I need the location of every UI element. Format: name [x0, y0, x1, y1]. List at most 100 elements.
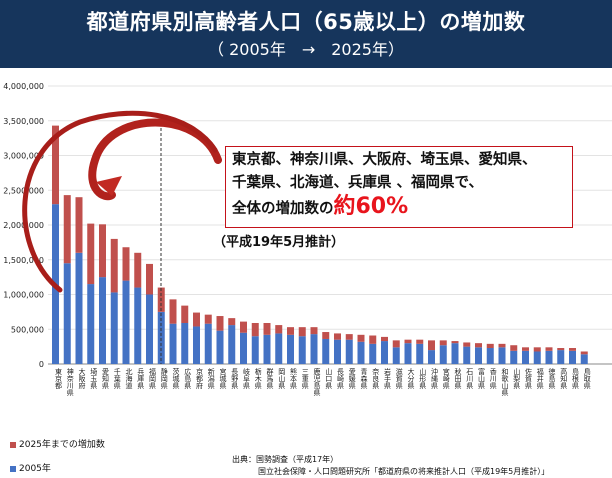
bar-2005 [580, 354, 588, 364]
bar-increase [298, 327, 306, 337]
bar-2005 [240, 332, 247, 364]
x-tick-label: 東京都 [55, 367, 63, 390]
bar-2005 [345, 339, 353, 364]
bar-increase [557, 348, 565, 351]
x-tick-label: 富山県 [478, 367, 486, 390]
bar-2005 [322, 338, 330, 364]
callout-line-3-text: 全体の増加数の [232, 201, 334, 217]
x-tick-label: 島根県 [572, 367, 580, 390]
y-tick-label: 3,000,000 [3, 152, 44, 161]
estimate-note: （平成19年5月推計） [213, 235, 345, 250]
bar-2005 [204, 323, 212, 364]
bar-2005 [87, 284, 95, 364]
bar-2005 [357, 341, 365, 364]
bar-increase [263, 322, 271, 335]
bar-2005 [569, 350, 576, 364]
bar-increase [533, 347, 541, 352]
bar-2005 [533, 351, 541, 364]
bar-2005 [263, 334, 271, 364]
bar-2005 [486, 348, 494, 364]
bar-2005 [522, 350, 529, 364]
page-subtitle: （ 2005年 → 2025年） [208, 40, 404, 59]
bar-increase [110, 238, 118, 293]
bar-2005 [169, 323, 177, 364]
bar-2005 [298, 336, 306, 364]
x-tick-label: 静岡県 [160, 367, 168, 390]
x-axis-labels: 東京都 神奈川県 大阪府 埼玉県 愛知県 千葉県 北海道 兵庫県 福岡県 静岡県 茨城県 広島県 京都府… [55, 367, 592, 397]
bar-2005 [228, 325, 236, 364]
x-tick-label: 佐賀県 [525, 367, 533, 390]
bar-increase [63, 195, 71, 264]
bar-increase [204, 314, 212, 324]
bar-2005 [475, 347, 482, 364]
bar-2005 [404, 343, 412, 364]
stacked-bar-chart: 0500,0001,000,0001,500,0002,000,0002,500… [3, 82, 612, 397]
x-tick-label: 鹿児島県 [313, 367, 321, 397]
bar-increase [522, 347, 529, 351]
bar-2005 [557, 350, 565, 364]
x-tick-label: 岐阜県 [243, 367, 251, 390]
bar-increase [169, 299, 177, 324]
bar-2005 [157, 311, 165, 364]
x-tick-label: 山形県 [419, 367, 427, 390]
x-tick-label: 宮崎県 [442, 367, 450, 390]
x-tick-label: 三重県 [301, 368, 309, 390]
bar-2005 [216, 330, 224, 364]
bar-2005 [287, 334, 294, 364]
y-tick-label: 500,000 [11, 325, 44, 334]
callout-percentage: 約60% [333, 194, 409, 219]
y-tick-label: 0 [39, 360, 44, 369]
callout-line-3: 全体の増加数の約60% [232, 195, 566, 221]
bar-increase [498, 343, 506, 348]
x-tick-label: 山口県 [325, 367, 333, 390]
x-tick-label: 兵庫県 [137, 367, 145, 390]
x-tick-label: 山梨県 [513, 367, 521, 390]
curved-arrow [22, 110, 222, 293]
x-tick-label: 群馬県 [266, 367, 274, 390]
x-tick-label: 神奈川県 [66, 367, 74, 397]
bar-2005 [193, 326, 200, 364]
x-tick-label: 長崎県 [337, 368, 345, 390]
legend-swatch-2005 [10, 465, 16, 472]
bar-increase [369, 335, 377, 344]
bar-increase [334, 333, 341, 340]
bar-increase [240, 321, 247, 333]
bar-2005 [310, 334, 318, 364]
bar-2005 [369, 343, 377, 364]
x-tick-label: 鳥取県 [583, 367, 591, 390]
y-tick-label: 4,000,000 [3, 82, 44, 91]
page-title: 都道府県別高齢者人口（65歳以上）の増加数 [86, 10, 526, 34]
y-tick-label: 1,500,000 [3, 256, 44, 265]
legend-increase-label: 2025年までの増加数 [19, 440, 105, 450]
source-line-2: 国立社会保障・人口問題研究所「都道府県の将来推計人口（平成19年5月推計）」 [258, 467, 550, 476]
x-tick-label: 大分県 [407, 367, 415, 390]
x-tick-label: 福井県 [536, 367, 544, 390]
x-tick-label: 秋田県 [454, 367, 462, 390]
legend-swatch-increase [10, 441, 16, 448]
bar-increase [146, 263, 153, 295]
bar-increase [193, 312, 200, 327]
bar-increase [580, 351, 588, 355]
x-tick-label: 千葉県 [113, 367, 121, 390]
bar-2005 [63, 263, 71, 364]
x-tick-label: 徳島県 [548, 367, 556, 390]
arrow-head [96, 176, 122, 196]
bar-2005 [439, 345, 447, 364]
x-tick-label: 岩手県 [384, 367, 392, 390]
bar-2005 [275, 333, 283, 364]
bar-2005 [122, 280, 130, 364]
bar-2005 [498, 347, 506, 364]
bar-increase [345, 334, 353, 340]
legend-2005: 2005年 [10, 461, 51, 474]
callout-box: 東京都、神奈川県、大阪府、埼玉県、愛知県、 千葉県、北海道、兵庫県 、福岡県で、… [225, 146, 573, 228]
source-line-1: 出典：国勢調査（平成17年） [232, 455, 339, 464]
bars [52, 125, 588, 364]
bar-increase [251, 322, 259, 337]
x-tick-label: 和歌山県 [501, 367, 509, 397]
x-tick-label: 青森県 [360, 367, 368, 390]
bar-2005 [110, 292, 118, 364]
bar-increase [322, 332, 330, 339]
y-tick-label: 1,000,000 [3, 291, 44, 300]
x-tick-label: 埼玉県 [90, 367, 98, 390]
bar-increase [287, 327, 294, 335]
